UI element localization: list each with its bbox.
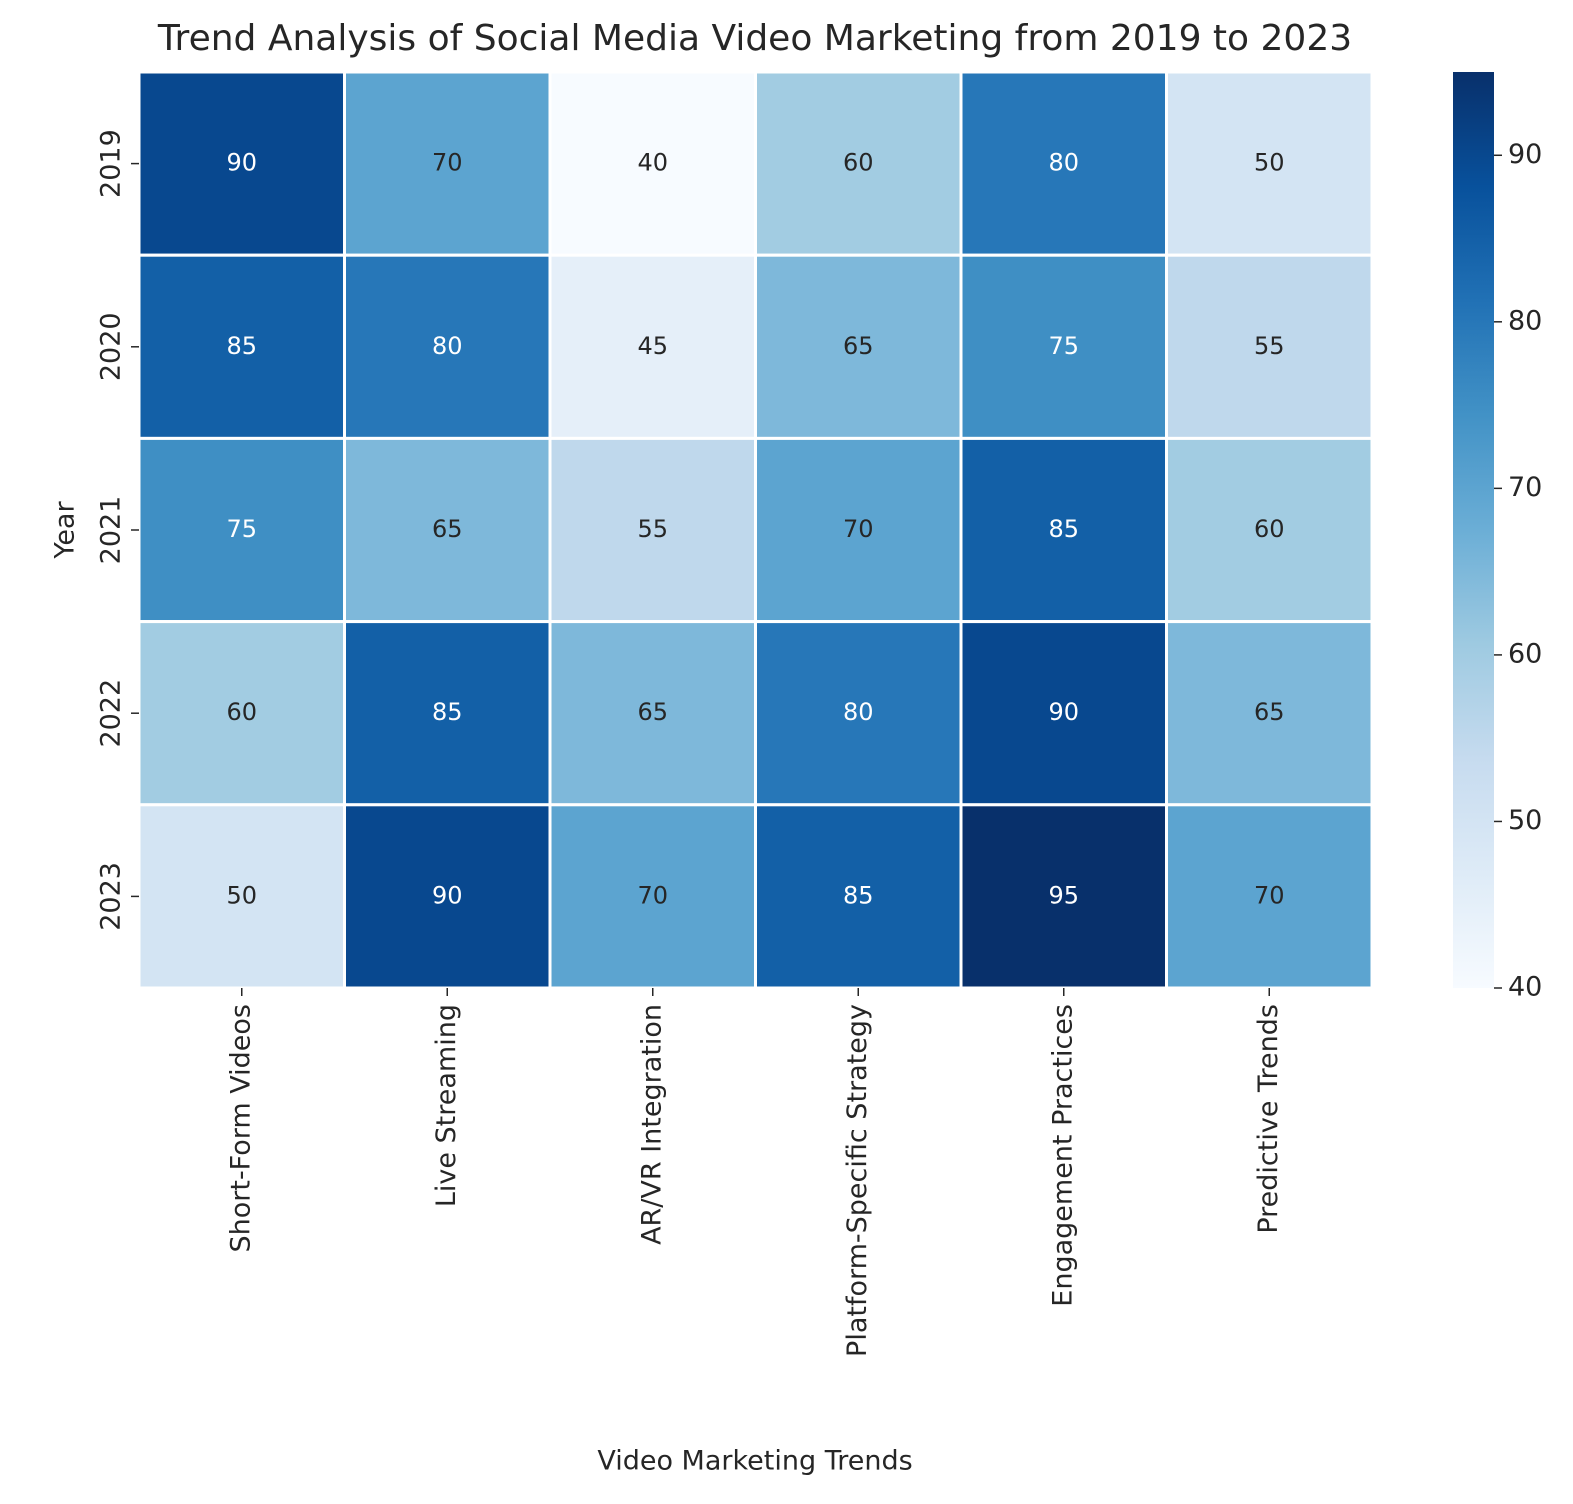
colorbar-tick-label: 40 <box>1508 972 1542 1003</box>
cell <box>1165 803 1374 990</box>
cell-label: 70 <box>432 149 463 177</box>
cell-label: 70 <box>843 515 874 543</box>
cell <box>754 620 963 807</box>
cell <box>548 803 757 990</box>
cell <box>343 70 552 257</box>
cell <box>959 620 1168 807</box>
cell-label: 85 <box>226 332 257 360</box>
cell-label: 90 <box>432 881 463 909</box>
y-tick-label: 2022 <box>96 679 127 748</box>
cell <box>754 70 963 257</box>
colorbar <box>1453 72 1494 988</box>
cell-label: 85 <box>1048 515 1079 543</box>
cell <box>754 253 963 440</box>
cell-label: 65 <box>1254 698 1285 726</box>
cell-label: 85 <box>432 698 463 726</box>
cell-label: 75 <box>226 515 257 543</box>
cell <box>343 620 552 807</box>
cell-label: 60 <box>843 149 874 177</box>
cell-label: 50 <box>226 881 257 909</box>
colorbar-tick-label: 90 <box>1508 139 1542 170</box>
cell-label: 55 <box>1254 332 1285 360</box>
colorbar-tick-label: 80 <box>1508 305 1542 336</box>
y-tick-label: 2019 <box>96 129 127 198</box>
cell <box>1165 253 1374 440</box>
cell-label: 70 <box>637 881 668 909</box>
cell-label: 95 <box>1048 881 1079 909</box>
cell-label: 65 <box>843 332 874 360</box>
x-tick-label: AR/VR Integration <box>636 1004 667 1245</box>
cell-label: 80 <box>432 332 463 360</box>
cell-label: 90 <box>226 149 257 177</box>
x-tick-label: Predictive Trends <box>1253 1004 1284 1234</box>
cell-label: 45 <box>637 332 668 360</box>
colorbar-tick-label: 60 <box>1508 638 1542 669</box>
cell-label: 60 <box>226 698 257 726</box>
cell-label: 40 <box>637 149 668 177</box>
cell <box>343 436 552 624</box>
cell <box>137 803 346 990</box>
cell-label: 85 <box>843 881 874 909</box>
x-axis-label: Video Marketing Trends <box>597 1446 912 1477</box>
x-tick-label: Short-Form Videos <box>225 1004 256 1253</box>
cell <box>1165 620 1374 807</box>
x-tick-label: Live Streaming <box>431 1004 462 1207</box>
cell-label: 50 <box>1254 149 1285 177</box>
y-tick-label: 2020 <box>96 312 127 381</box>
cell-label: 75 <box>1048 332 1079 360</box>
y-tick-label: 2023 <box>96 862 127 931</box>
cell <box>959 436 1168 624</box>
cell-label: 55 <box>637 515 668 543</box>
cell <box>548 620 757 807</box>
x-tick-label: Engagement Practices <box>1047 1004 1078 1307</box>
cell <box>1165 70 1374 257</box>
cell <box>343 253 552 440</box>
cell <box>959 803 1168 990</box>
x-tick-label: Platform-Specific Strategy <box>842 1004 873 1357</box>
colorbar-tick-label: 70 <box>1508 472 1542 503</box>
cell <box>137 620 346 807</box>
y-axis-label: Year <box>50 501 81 560</box>
colorbar-tick-label: 50 <box>1508 805 1542 836</box>
cell <box>754 436 963 624</box>
y-tick-label: 2021 <box>96 496 127 565</box>
cell-label: 80 <box>843 698 874 726</box>
cell-label: 80 <box>1048 149 1079 177</box>
cell-label: 65 <box>637 698 668 726</box>
cell <box>1165 436 1374 624</box>
cell <box>754 803 963 990</box>
cell-label: 60 <box>1254 515 1285 543</box>
cell-label: 90 <box>1048 698 1079 726</box>
cell <box>137 70 346 257</box>
chart-title: Trend Analysis of Social Media Video Mar… <box>157 18 1352 59</box>
cell-label: 70 <box>1254 881 1285 909</box>
cell <box>548 70 757 257</box>
cell-label: 65 <box>432 515 463 543</box>
